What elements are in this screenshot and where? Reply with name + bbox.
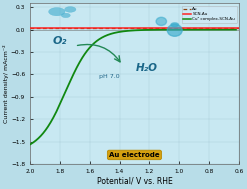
Y-axis label: Current density/ mAcm⁻²: Current density/ mAcm⁻² [3,44,9,123]
Circle shape [61,13,70,18]
Circle shape [171,23,179,27]
Circle shape [49,8,65,16]
Ellipse shape [167,24,182,36]
Text: O₂: O₂ [53,36,67,46]
Text: pH 7.0: pH 7.0 [99,74,119,79]
Circle shape [65,7,76,12]
Text: H₂O: H₂O [135,63,157,73]
X-axis label: Potential/ V vs. RHE: Potential/ V vs. RHE [97,177,172,186]
Text: Au electrode: Au electrode [109,152,160,158]
Ellipse shape [156,17,166,26]
Legend: Au, SCN-Au, Cu² complex-SCN-Au: Au, SCN-Au, Cu² complex-SCN-Au [182,5,237,23]
